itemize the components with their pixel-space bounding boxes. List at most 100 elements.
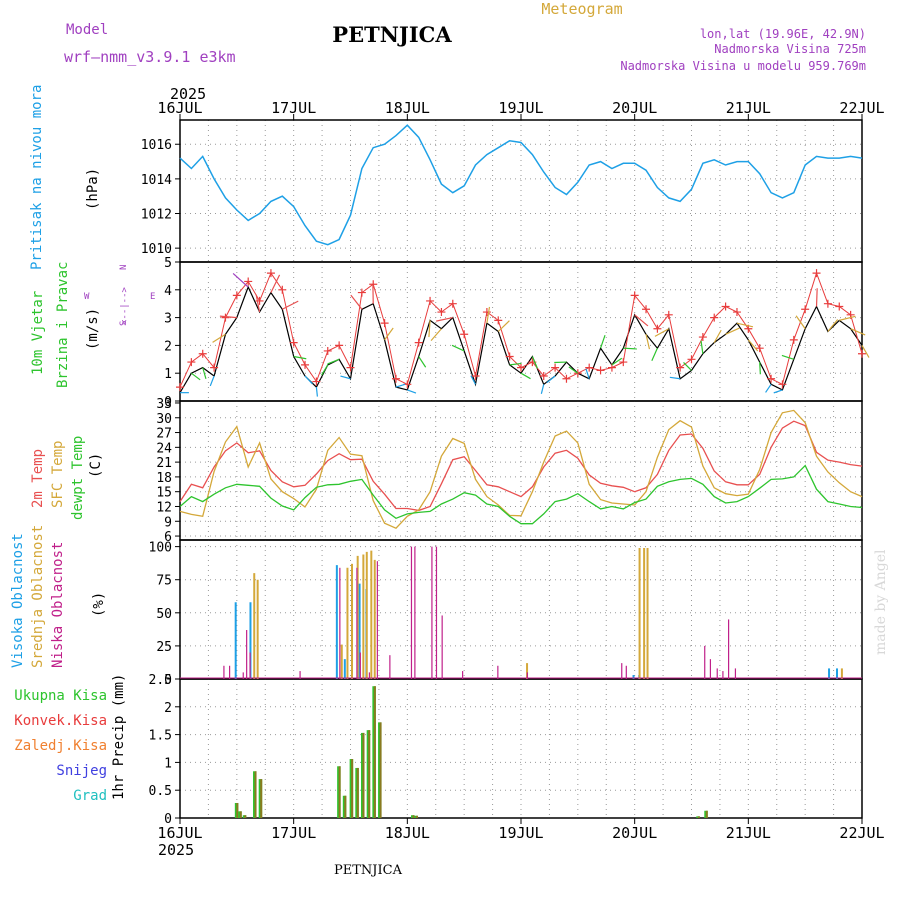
wind-gust-marker bbox=[767, 374, 776, 383]
wind-gust-marker bbox=[619, 358, 628, 367]
wind-arrow bbox=[568, 366, 579, 374]
y-tick-label: 75 bbox=[156, 574, 172, 589]
wind-arrow bbox=[645, 334, 651, 350]
wind-gust-marker bbox=[596, 366, 605, 375]
wind-arrow bbox=[669, 376, 681, 380]
wind-arrow bbox=[540, 384, 545, 394]
y-tick-label: 6 bbox=[164, 530, 172, 545]
svg-text:<--|-->: <--|--> bbox=[120, 286, 130, 325]
wind-gust-marker bbox=[176, 383, 184, 392]
wind-arrow bbox=[497, 320, 510, 332]
precip-bar-conv bbox=[244, 815, 247, 818]
x-tick-label-top: 19JUL bbox=[498, 99, 543, 117]
wind-gust-marker bbox=[630, 291, 639, 300]
bottom-year: 2025 bbox=[158, 841, 194, 859]
precip-bar-conv bbox=[351, 759, 354, 818]
x-tick-label-top: 17JUL bbox=[271, 99, 316, 117]
wind-gust-marker bbox=[823, 299, 832, 308]
wind-gust-marker bbox=[517, 363, 525, 372]
wind-gust-marker bbox=[437, 308, 446, 317]
wind-arrow bbox=[725, 327, 740, 335]
wind-arrow bbox=[270, 274, 281, 293]
precip-bar-conv bbox=[356, 767, 359, 818]
wind-gust-marker bbox=[835, 302, 844, 311]
wind-gust-marker bbox=[244, 277, 253, 286]
wind-gust-marker bbox=[448, 299, 457, 308]
svg-text:Brzina i Pravac: Brzina i Pravac bbox=[55, 262, 71, 388]
y-tick-label: 25 bbox=[156, 640, 172, 655]
y-tick-label: 9 bbox=[164, 515, 172, 530]
wind-arrow bbox=[759, 362, 761, 375]
wind-gust-marker bbox=[755, 344, 764, 353]
precip-bar-conv bbox=[239, 811, 242, 818]
wind-gust-marker bbox=[732, 308, 741, 317]
y-tick-label: 1012 bbox=[141, 208, 172, 223]
y-tick-label: 2.5 bbox=[149, 673, 172, 688]
wind-arrow bbox=[395, 383, 406, 388]
y-tick-label: 0 bbox=[164, 673, 172, 688]
wind-arrow bbox=[315, 387, 318, 397]
wind-arrow bbox=[232, 272, 249, 288]
wind-gust-marker bbox=[460, 330, 469, 339]
wind-arrow bbox=[407, 389, 417, 394]
precip-bar-conv bbox=[373, 686, 376, 818]
model-name: wrf—nmm_v3.9.1 e3km bbox=[64, 48, 236, 66]
wind-label: 10m Vjetar Brzina i Pravac (m/s) bbox=[30, 262, 101, 388]
precip-label: 1hr Precip (mm) bbox=[111, 674, 127, 800]
y-tick-label: 18 bbox=[156, 471, 172, 486]
cloud-label: Visoka Oblacnost Srednja Oblacnost Niska… bbox=[10, 525, 107, 668]
altitude-text: Nadmorska Visina 725m bbox=[714, 42, 866, 56]
wind-arrow bbox=[209, 375, 215, 387]
x-tick-label-top: 21JUL bbox=[726, 99, 771, 117]
y-tick-label: 50 bbox=[156, 607, 172, 622]
wind-arrow bbox=[651, 347, 658, 361]
wind-gust-marker bbox=[551, 363, 560, 372]
y-tick-label: 15 bbox=[156, 486, 172, 501]
y-tick-label: 0 bbox=[164, 395, 172, 410]
wind-arrow bbox=[428, 320, 431, 338]
footer-station: PETNJICA bbox=[334, 863, 403, 878]
svg-text:(%): (%) bbox=[91, 592, 107, 617]
wind-arrow bbox=[765, 383, 772, 393]
wind-gust-marker bbox=[346, 363, 355, 372]
wind-arrow bbox=[713, 329, 722, 343]
wind-gust-marker bbox=[471, 371, 480, 380]
y-tick-label: 12 bbox=[156, 500, 172, 515]
svg-text:Visoka Oblacnost: Visoka Oblacnost bbox=[10, 533, 26, 668]
wind-arrow bbox=[418, 356, 427, 368]
legend-konvek: Konvek.Kisa bbox=[14, 713, 107, 729]
y-tick-label: 4 bbox=[164, 284, 172, 299]
wind-gust-marker bbox=[664, 310, 673, 319]
wind-gust-marker bbox=[266, 269, 275, 278]
wind-gust-marker bbox=[210, 363, 219, 372]
wind-gust-marker bbox=[494, 316, 503, 325]
wind-gust-marker bbox=[562, 374, 571, 383]
wind-arrow bbox=[623, 347, 638, 350]
y-tick-label: 3 bbox=[164, 312, 172, 327]
svg-text:(hPa): (hPa) bbox=[85, 168, 101, 210]
x-tick-label-top: 22JUL bbox=[839, 99, 884, 117]
y-tick-label: 1016 bbox=[141, 138, 172, 153]
wind-arrow bbox=[827, 319, 839, 332]
wind-arrow bbox=[839, 315, 856, 321]
y-tick-label: 24 bbox=[156, 441, 172, 456]
wind-gust-marker bbox=[391, 374, 400, 383]
wind-arrow bbox=[304, 375, 313, 385]
wind-arrow bbox=[736, 322, 754, 328]
precip-bar-conv bbox=[254, 771, 257, 818]
wind-gust-marker bbox=[221, 313, 230, 322]
wind-arrow bbox=[611, 357, 623, 366]
precip-bar-conv bbox=[236, 802, 239, 818]
wind-arrow bbox=[340, 375, 351, 380]
wind-arrow bbox=[509, 362, 522, 366]
wind-gust-marker bbox=[858, 349, 866, 358]
svg-text:Srednja Oblacnost: Srednja Oblacnost bbox=[30, 525, 46, 668]
precip-bar-conv bbox=[697, 816, 700, 818]
wind-arrow bbox=[654, 328, 670, 337]
x-tick-label-bottom: 20JUL bbox=[612, 824, 657, 842]
x-tick-label-top: 16JUL bbox=[157, 99, 202, 117]
legend-snijeg: Snijeg bbox=[56, 763, 107, 779]
svg-text:Pritisak na nivou mora: Pritisak na nivou mora bbox=[29, 85, 45, 270]
wind-arrow bbox=[795, 315, 806, 330]
wind-gust-marker bbox=[721, 302, 730, 311]
